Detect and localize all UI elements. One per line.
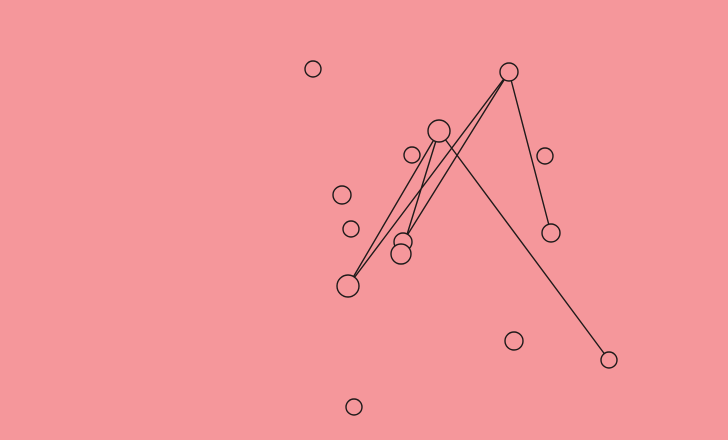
graph-node-n6[interactable] xyxy=(332,185,352,205)
graph-node-n4[interactable] xyxy=(403,146,421,164)
graph-node-n10[interactable] xyxy=(390,243,412,265)
edge-n3-n13 xyxy=(438,130,610,361)
graph-node-n11[interactable] xyxy=(336,274,360,298)
graph-node-n8[interactable] xyxy=(541,223,561,243)
edge-n3-n11 xyxy=(347,130,440,287)
edge-n2-n9 xyxy=(402,71,510,243)
graph-node-n7[interactable] xyxy=(342,220,360,238)
edge-layer xyxy=(347,71,610,361)
graph-node-n1[interactable] xyxy=(304,60,322,78)
graph-node-n2[interactable] xyxy=(499,62,519,82)
graph-node-n5[interactable] xyxy=(536,147,554,165)
node-layer xyxy=(304,60,618,416)
graph-node-n12[interactable] xyxy=(504,331,524,351)
graph-node-n13[interactable] xyxy=(600,351,618,369)
edge-n2-n11 xyxy=(347,71,510,287)
graph-node-n14[interactable] xyxy=(345,398,363,416)
graph-node-n3[interactable] xyxy=(427,119,451,143)
edge-n2-n8 xyxy=(508,71,552,234)
